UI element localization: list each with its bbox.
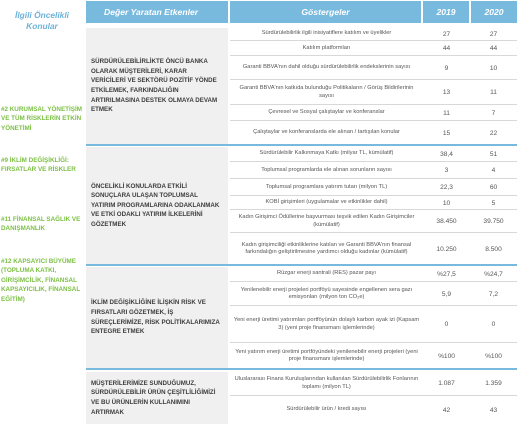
driver-climate-risk: İKLİM DEĞİŞİKLİĞİNE İLİŞKİN RİSK VE FIRS…	[86, 267, 228, 368]
indicator-label: Yeni enerji üretimi yatırımları portföyü…	[233, 317, 420, 331]
value-2019: 1.087	[438, 380, 455, 387]
value-2019: 44	[442, 45, 451, 52]
indicator-label: KOBİ girişimleri (uygulamalar ve etkinli…	[265, 199, 388, 206]
priority-9: #9 İKLİM DEĞİŞİKLİĞİ: FIRSATLAR VE RİSKL…	[1, 157, 76, 174]
indicator-label: Çevresel ve Sosyal çalıştaylar ve konfer…	[268, 109, 385, 116]
table-row: Kadın girişimciliği etkinliklerine katıl…	[230, 234, 517, 264]
value-2020: 39.750	[483, 218, 504, 225]
indicator-label: Garanti BBVA'nın katkıda bulunduğu Polit…	[239, 85, 414, 99]
value-2019: 0	[444, 321, 449, 328]
value-2019: 13	[442, 89, 451, 96]
priority-2: #2 KURUMSAL YÖNETİŞİM VE TÜM RİSKLERİN E…	[1, 106, 82, 132]
value-2019: 38.450	[436, 218, 457, 225]
value-2020: 0	[491, 321, 496, 328]
table-row: Sürdürülebilir Kalkınmaya Katkı (milyar …	[230, 147, 517, 162]
value-2019: 42	[442, 406, 451, 414]
table-row: Yeni enerji üretimi yatırımları portföyü…	[230, 307, 517, 343]
table-row: Çalıştaylar ve konferanslarda ele alınan…	[230, 122, 517, 144]
table-row: Yenilenebilir enerji projeleri portföyü …	[230, 283, 517, 306]
value-2020: 43	[489, 406, 498, 414]
value-2020: 4	[491, 167, 496, 174]
table-row: Uluslararası Finans Kuruluşlarından kull…	[230, 372, 517, 396]
header-indicators: Göstergeler	[230, 1, 421, 23]
value-2019: 3	[444, 167, 449, 174]
header-year-2020: 2020	[471, 1, 517, 23]
value-2019: %27,5	[437, 270, 456, 278]
value-2020: 10	[489, 64, 498, 72]
value-2019: 5,9	[441, 290, 452, 298]
table-row: Toplumsal programlara yatırım tutarı (mi…	[230, 180, 517, 196]
header-drivers: Değer Yaratan Etkenler	[86, 1, 228, 23]
value-2019: 27	[442, 30, 451, 38]
value-2020: 27	[489, 30, 498, 38]
table-row: Rüzgar enerji santrali (RES) pazar payı …	[230, 267, 517, 282]
priority-12: #12 KAPSAYICI BÜYÜME (TOPLUMA KATKI, GİR…	[1, 258, 81, 303]
value-2020: 8.500	[485, 245, 502, 253]
indicator-label: Rüzgar enerji santrali (RES) pazar payı	[277, 270, 376, 277]
priority-11: #11 FİNANSAL SAĞLIK VE DANIŞMANLIK	[1, 216, 81, 233]
driver-climate-risk-text: İKLİM DEĞİŞİKLİĞİNE İLİŞKİN RİSK VE FIRS…	[91, 299, 220, 336]
value-2020: 11	[490, 89, 497, 96]
indicator-label: Katılım platformları	[302, 44, 351, 51]
driver-social-investment: ÖNCELİKLİ KONULARDA ETKİLİ SONUÇLARA ULA…	[86, 147, 228, 264]
driver-sustainable-products-text: MÜŞTERİLERİMİZE SUNDUĞUMUZ, SÜRDÜRÜLEBİL…	[91, 379, 216, 416]
header-priority-label: İlgili Öncelikli Konular	[15, 10, 69, 31]
indicator-label: Garanti BBVA'nın dahil olduğu sürdürüleb…	[242, 64, 411, 71]
value-2019: 38,4	[440, 150, 453, 158]
table-row: Çevresel ve Sosyal çalıştaylar ve konfer…	[230, 106, 517, 121]
table-row: Garanti BBVA'nın katkıda bulunduğu Polit…	[230, 81, 517, 105]
indicator-label: Toplumsal programlarda ele alınan sorunl…	[261, 166, 392, 173]
value-2020: 7,2	[488, 290, 499, 298]
indicator-label: Çalıştaylar ve konferanslarda ele alınan…	[253, 129, 400, 136]
indicator-label: Uluslararası Finans Kuruluşlarından kull…	[234, 376, 419, 390]
value-2019: 22,3	[440, 184, 453, 191]
header-priority: İlgili Öncelikli Konular	[0, 1, 84, 41]
indicator-label: Kadın Girişimci Ödüllerine başvurması te…	[238, 214, 415, 228]
table-row: KOBİ girişimleri (uygulamalar ve etkinli…	[230, 197, 517, 210]
section-divider	[86, 144, 517, 146]
value-2020: %24,7	[484, 270, 503, 278]
value-2020: 5	[491, 199, 496, 207]
indicator-label: Toplumsal programlara yatırım tutarı (mi…	[265, 183, 388, 190]
driver-social-investment-text: ÖNCELİKLİ KONULARDA ETKİLİ SONUÇLARA ULA…	[91, 182, 220, 228]
driver-sustainable-products: MÜŞTERİLERİMİZE SUNDUĞUMUZ, SÜRDÜRÜLEBİL…	[86, 372, 228, 424]
driver-leading-bank-text: SÜRDÜRÜLEBİLİRLİKTE ÖNCÜ BANKA OLARAK MÜ…	[91, 58, 218, 114]
value-2019: 10.250	[436, 245, 457, 253]
value-2019: %100	[438, 352, 455, 360]
indicator-label: Sürdürülebilir Kalkınmaya Katkı (milyar …	[259, 150, 394, 157]
section-divider	[86, 264, 517, 266]
driver-leading-bank: SÜRDÜRÜLEBİLİRLİKTE ÖNCÜ BANKA OLARAK MÜ…	[86, 28, 228, 144]
table-row: Yeni yatırım enerji üretimi portföyündek…	[230, 344, 517, 368]
value-2020: 44	[489, 45, 498, 52]
value-2019: 10	[442, 199, 451, 207]
value-2020: 22	[489, 129, 498, 137]
value-2019: 15	[442, 129, 451, 137]
table-row: Sürdürülebilir ürün / kredi sayısı 42 43	[230, 397, 517, 423]
indicator-label: Sürdürülebilirlik ilgili inisiyatiflere …	[261, 30, 392, 37]
value-2020: 60	[489, 184, 498, 191]
table-row: Katılım platformları 44 44	[230, 42, 517, 56]
indicator-label: Yenilenebilir enerji projeleri portföyü …	[240, 286, 413, 300]
table-row: Sürdürülebilirlik ilgili inisiyatiflere …	[230, 28, 517, 41]
value-2020: 51	[489, 150, 498, 158]
value-2020: 1.359	[485, 380, 502, 387]
value-2019: 11	[443, 109, 450, 117]
table-row: Toplumsal programlarda ele alınan sorunl…	[230, 163, 517, 179]
value-2020: %100	[485, 352, 502, 360]
indicator-label: Kadın girişimciliği etkinliklerine katıl…	[241, 241, 412, 255]
section-divider	[86, 368, 517, 370]
value-2019: 9	[444, 64, 449, 72]
table-row: Kadın Girişimci Ödüllerine başvurması te…	[230, 211, 517, 233]
value-2020: 7	[491, 109, 496, 117]
indicator-label: Sürdürülebilir ürün / kredi sayısı	[286, 406, 367, 413]
header-year-2019: 2019	[423, 1, 469, 23]
indicator-label: Yeni yatırım enerji üretimi portföyündek…	[235, 348, 418, 362]
table-row: Garanti BBVA'nın dahil olduğu sürdürüleb…	[230, 57, 517, 80]
